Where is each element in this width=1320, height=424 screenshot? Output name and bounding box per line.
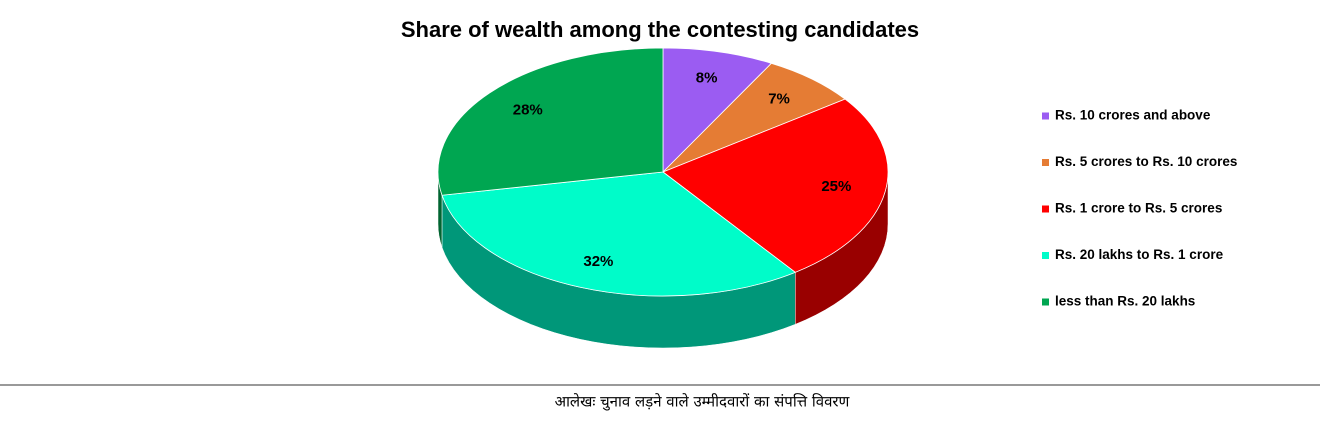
legend-swatch (1042, 298, 1049, 306)
data-label: 25% (821, 178, 851, 195)
data-label: 8% (696, 69, 718, 86)
data-label: 28% (513, 101, 543, 118)
slice (441, 171, 797, 297)
legend-swatch (1042, 159, 1049, 166)
legend-swatch (1042, 205, 1049, 213)
slice (662, 98, 889, 273)
caption: आलेखः चुनाव लड़ने वाले उम्मीदवारों का सं… (555, 393, 851, 412)
legend-swatch (1042, 252, 1049, 259)
slice (662, 47, 773, 173)
data-label: 32% (583, 253, 613, 270)
legend-label: Rs. 20 lakhs to Rs. 1 crore (1055, 247, 1224, 262)
legend-swatch (1042, 112, 1049, 120)
legend-label: Rs. 1 crore to Rs. 5 crores (1055, 201, 1222, 216)
data-label: 7% (768, 90, 790, 107)
chart-title: Share of wealth among the contesting can… (401, 17, 919, 42)
legend-label: Rs. 10 crores and above (1055, 108, 1211, 123)
slice (437, 47, 664, 196)
legend-label: less than Rs. 20 lakhs (1055, 294, 1195, 309)
legend-label: Rs. 5 crores to Rs. 10 crores (1055, 154, 1237, 169)
